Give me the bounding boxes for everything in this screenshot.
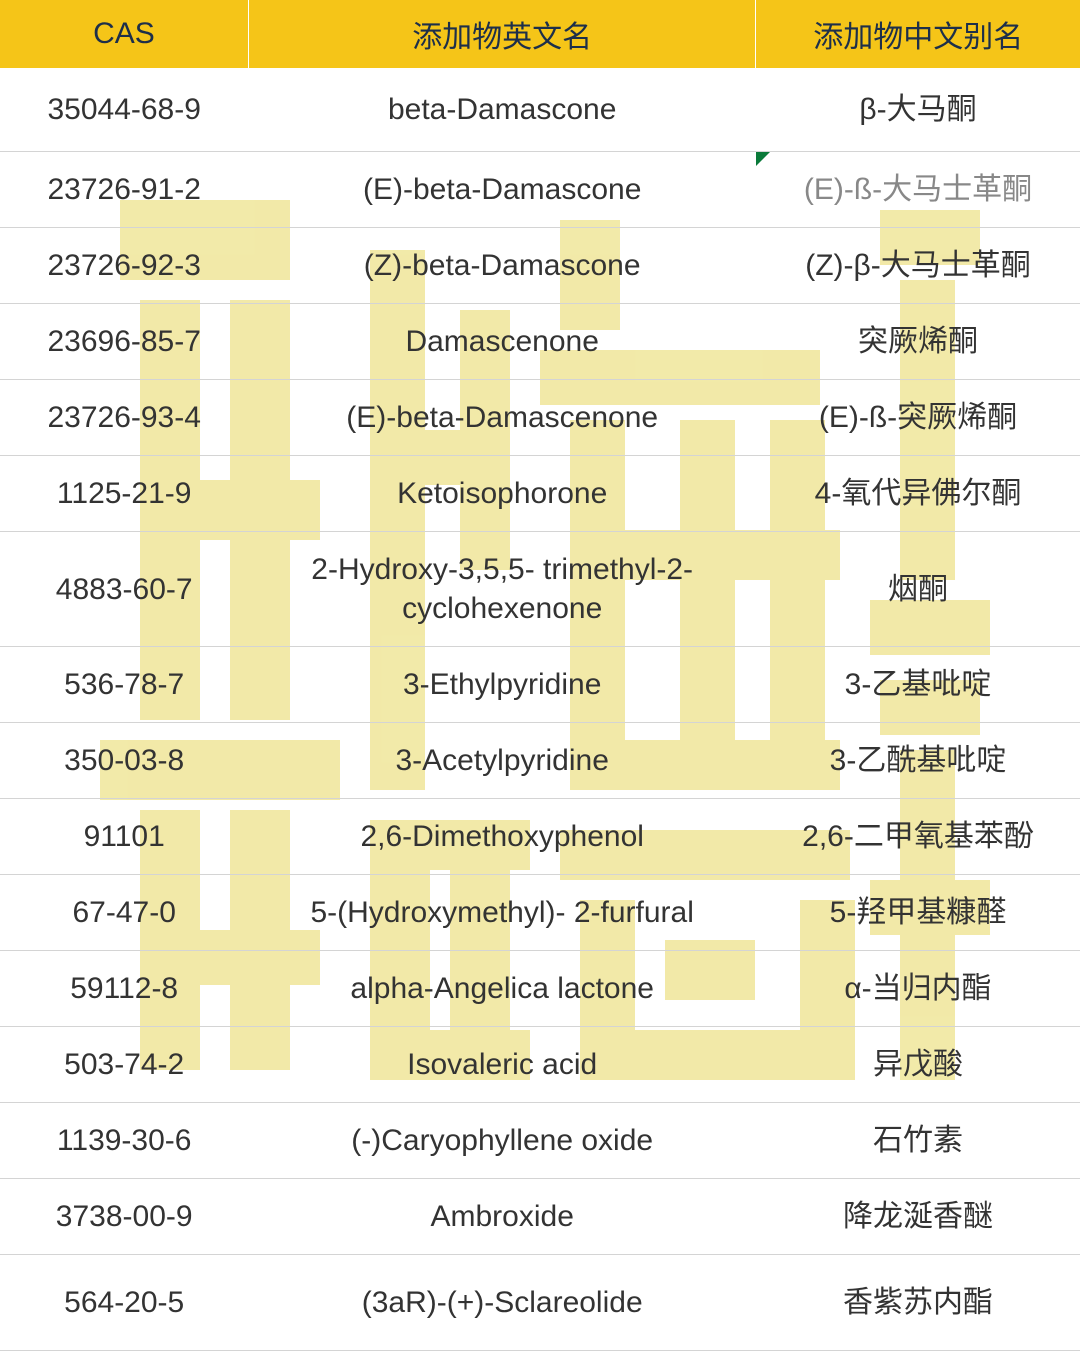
additives-table: CAS 添加物英文名 添加物中文别名 35044-68-9beta-Damasc… <box>0 0 1080 1351</box>
table-row: 23726-93-4(E)-beta-Damascenone(E)-ß-突厥烯酮 <box>0 380 1080 456</box>
cell-chinese-name: 3-乙基吡啶 <box>756 647 1080 723</box>
cell-english-name: 3-Acetylpyridine <box>248 723 756 799</box>
cell-english-name: Ketoisophorone <box>248 456 756 532</box>
cell-cas: 1125-21-9 <box>0 456 248 532</box>
table-row: 564-20-5(3aR)-(+)-Sclareolide香紫苏内酯 <box>0 1255 1080 1351</box>
cell-cas: 23726-91-2 <box>0 152 248 228</box>
cell-chinese-name: α-当归内酯 <box>756 951 1080 1027</box>
table-row: 4883-60-72-Hydroxy-3,5,5- trimethyl-2-cy… <box>0 532 1080 647</box>
cell-cas: 564-20-5 <box>0 1255 248 1351</box>
cell-english-name: beta-Damascone <box>248 68 756 152</box>
column-header-cas: CAS <box>0 0 248 68</box>
table-row: 1139-30-6(-)Caryophyllene oxide石竹素 <box>0 1103 1080 1179</box>
table-row: 67-47-05-(Hydroxymethyl)- 2-furfural5-羟甲… <box>0 875 1080 951</box>
cell-chinese-name: 石竹素 <box>756 1103 1080 1179</box>
table-header-row: CAS 添加物英文名 添加物中文别名 <box>0 0 1080 68</box>
cell-english-name: Ambroxide <box>248 1179 756 1255</box>
cell-cas: 91101 <box>0 799 248 875</box>
table-row: 3738-00-9Ambroxide降龙涎香醚 <box>0 1179 1080 1255</box>
table-row: 1125-21-9Ketoisophorone4-氧代异佛尔酮 <box>0 456 1080 532</box>
column-header-cn: 添加物中文别名 <box>756 0 1080 68</box>
cell-cas: 350-03-8 <box>0 723 248 799</box>
table-row: 911012,6-Dimethoxyphenol2,6-二甲氧基苯酚 <box>0 799 1080 875</box>
cell-english-name: Isovaleric acid <box>248 1027 756 1103</box>
table-row: 23696-85-7Damascenone突厥烯酮 <box>0 304 1080 380</box>
cell-chinese-name: (Z)-β-大马士革酮 <box>756 228 1080 304</box>
cell-chinese-name: 烟酮 <box>756 532 1080 647</box>
cell-chinese-name: 2,6-二甲氧基苯酚 <box>756 799 1080 875</box>
cell-cas: 59112-8 <box>0 951 248 1027</box>
table-row: 536-78-73-Ethylpyridine3-乙基吡啶 <box>0 647 1080 723</box>
cell-english-name: alpha-Angelica lactone <box>248 951 756 1027</box>
cell-cas: 23726-93-4 <box>0 380 248 456</box>
cell-chinese-name: (E)-ß-突厥烯酮 <box>756 380 1080 456</box>
cell-chinese-name: (E)-ß-大马士革酮 <box>756 152 1080 228</box>
cell-cas: 23726-92-3 <box>0 228 248 304</box>
cell-chinese-name: 3-乙酰基吡啶 <box>756 723 1080 799</box>
cell-english-name: (E)-beta-Damascone <box>248 152 756 228</box>
table-row: 503-74-2Isovaleric acid异戊酸 <box>0 1027 1080 1103</box>
cell-english-name: 3-Ethylpyridine <box>248 647 756 723</box>
cell-english-name: 5-(Hydroxymethyl)- 2-furfural <box>248 875 756 951</box>
cell-cas: 1139-30-6 <box>0 1103 248 1179</box>
cell-chinese-name: 香紫苏内酯 <box>756 1255 1080 1351</box>
cell-chinese-name: 5-羟甲基糠醛 <box>756 875 1080 951</box>
cell-chinese-name: 异戊酸 <box>756 1027 1080 1103</box>
cell-chinese-name: 突厥烯酮 <box>756 304 1080 380</box>
cell-english-name: 2-Hydroxy-3,5,5- trimethyl-2-cyclohexeno… <box>248 532 756 647</box>
cell-cas: 67-47-0 <box>0 875 248 951</box>
cell-cas: 536-78-7 <box>0 647 248 723</box>
cell-cas: 503-74-2 <box>0 1027 248 1103</box>
table-row: 59112-8alpha-Angelica lactoneα-当归内酯 <box>0 951 1080 1027</box>
cell-cas: 3738-00-9 <box>0 1179 248 1255</box>
additives-table-container: CAS 添加物英文名 添加物中文别名 35044-68-9beta-Damasc… <box>0 0 1080 1351</box>
table-row: 23726-91-2(E)-beta-Damascone(E)-ß-大马士革酮 <box>0 152 1080 228</box>
cell-cas: 35044-68-9 <box>0 68 248 152</box>
cell-english-name: (-)Caryophyllene oxide <box>248 1103 756 1179</box>
cell-chinese-name: 降龙涎香醚 <box>756 1179 1080 1255</box>
cell-cas: 4883-60-7 <box>0 532 248 647</box>
table-row: 23726-92-3(Z)-beta-Damascone(Z)-β-大马士革酮 <box>0 228 1080 304</box>
cell-english-name: (E)-beta-Damascenone <box>248 380 756 456</box>
column-header-en: 添加物英文名 <box>248 0 756 68</box>
cell-english-name: Damascenone <box>248 304 756 380</box>
cell-english-name: 2,6-Dimethoxyphenol <box>248 799 756 875</box>
table-row: 350-03-83-Acetylpyridine3-乙酰基吡啶 <box>0 723 1080 799</box>
cell-english-name: (3aR)-(+)-Sclareolide <box>248 1255 756 1351</box>
cell-english-name: (Z)-beta-Damascone <box>248 228 756 304</box>
cell-chinese-name: β-大马酮 <box>756 68 1080 152</box>
table-row: 35044-68-9beta-Damasconeβ-大马酮 <box>0 68 1080 152</box>
cell-chinese-name: 4-氧代异佛尔酮 <box>756 456 1080 532</box>
cell-cas: 23696-85-7 <box>0 304 248 380</box>
